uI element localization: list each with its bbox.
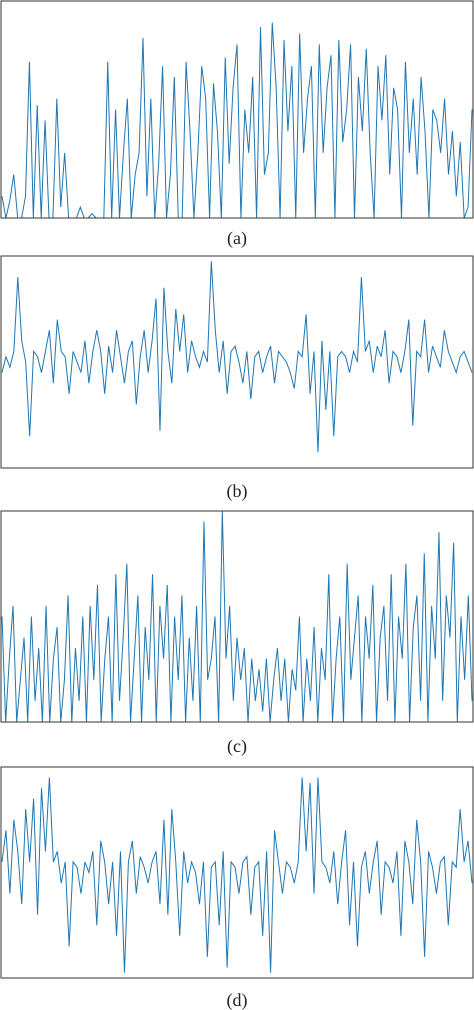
signal-line	[1, 510, 473, 723]
plot-frame	[0, 510, 474, 723]
signal-line	[1, 261, 473, 453]
signal-line	[1, 777, 473, 973]
caption: (d)	[227, 990, 248, 1010]
plot-frame	[0, 766, 474, 979]
plot-frame	[0, 255, 474, 469]
signal-line	[1, 22, 473, 219]
caption: (a)	[227, 228, 247, 249]
caption: (b)	[227, 481, 248, 502]
caption: (c)	[227, 736, 247, 757]
plot-frame	[0, 0, 474, 219]
